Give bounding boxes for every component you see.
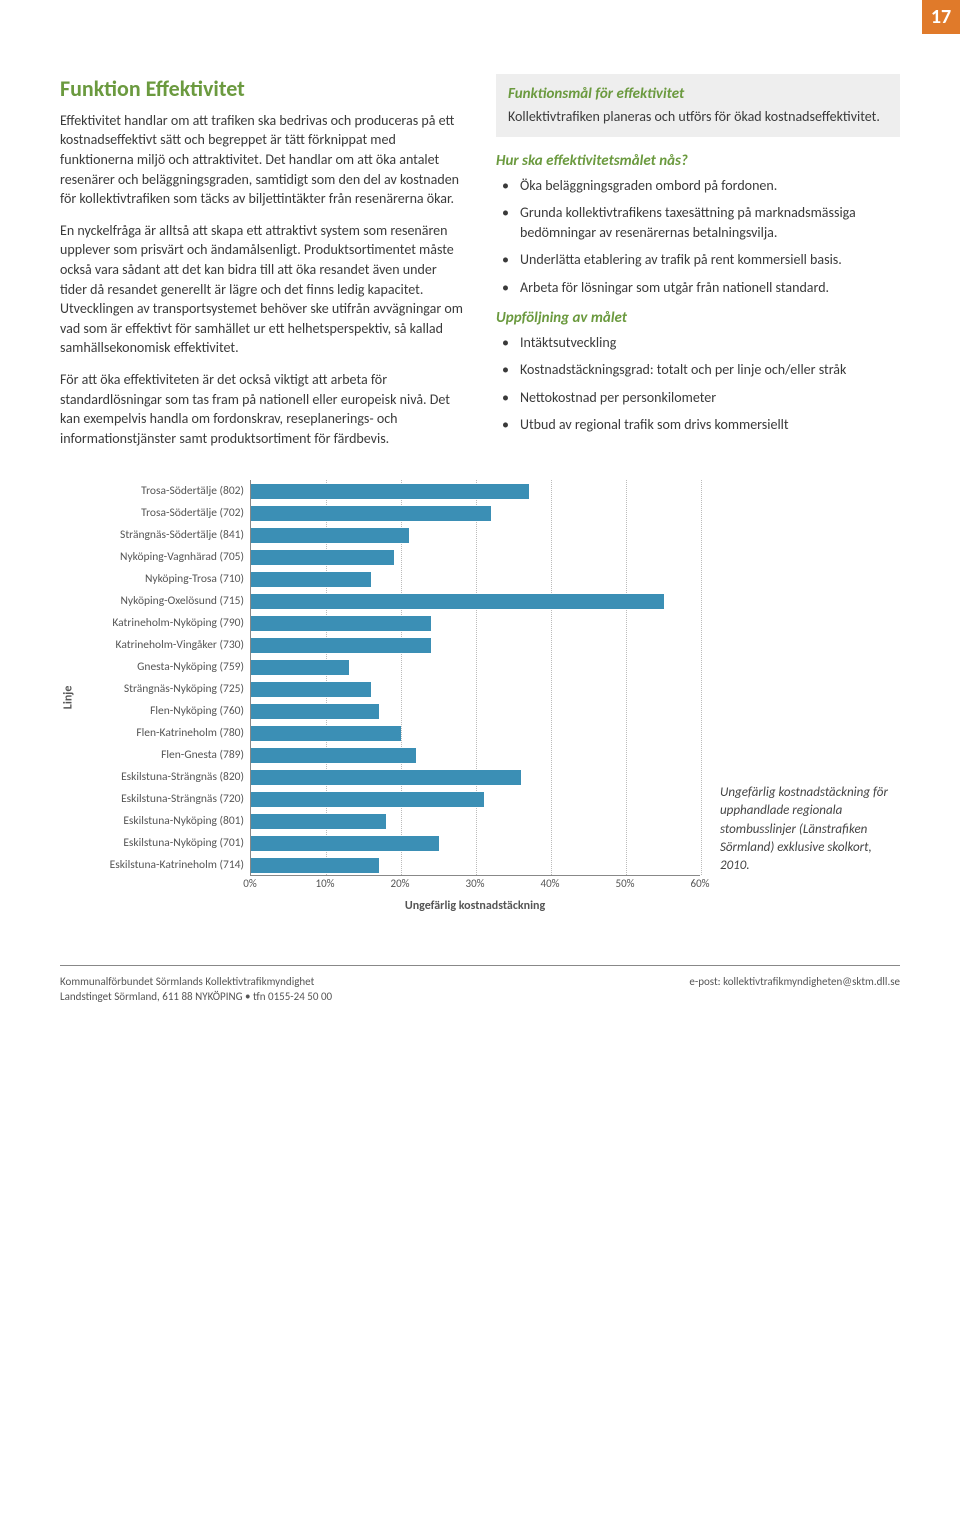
chart: Linje Trosa-Södertälje (802)Trosa-Södert… <box>60 480 700 915</box>
category-label: Eskilstuna-Nyköping (701) <box>78 832 250 854</box>
category-label: Strängnäs-Nyköping (725) <box>78 678 250 700</box>
x-tick-label: 50% <box>615 876 634 891</box>
category-label: Eskilstuna-Strängnäs (820) <box>78 766 250 788</box>
list-item: Utbud av regional trafik som drivs komme… <box>496 415 900 435</box>
list-item: Öka beläggningsgraden ombord på fordonen… <box>496 176 900 196</box>
footer-right: e-post: kollektivtrafikmyndigheten@sktm.… <box>689 974 900 1005</box>
bar <box>251 638 431 653</box>
right-column: Funktionsmål för effektivitet Kollektivt… <box>496 74 900 460</box>
bar <box>251 726 401 741</box>
category-label: Katrineholm-Nyköping (790) <box>78 612 250 634</box>
chart-block: Linje Trosa-Södertälje (802)Trosa-Södert… <box>60 480 900 915</box>
page-number: 17 <box>922 0 960 34</box>
body-paragraph: Effektivitet handlar om att trafiken ska… <box>60 111 464 209</box>
list-item: Intäktsutveckling <box>496 333 900 353</box>
category-label: Nyköping-Trosa (710) <box>78 568 250 590</box>
y-axis-label: Linje <box>61 686 78 710</box>
list-item: Arbeta för lösningar som utgår från nati… <box>496 278 900 298</box>
page-footer: Kommunalförbundet Sörmlands Kollektivtra… <box>60 965 900 1035</box>
how-title: Hur ska effektivitetsmålet nås? <box>496 151 900 172</box>
bar <box>251 814 386 829</box>
category-label: Eskilstuna-Nyköping (801) <box>78 810 250 832</box>
category-label: Flen-Gnesta (789) <box>78 744 250 766</box>
list-item: Kostnadstäckningsgrad: totalt och per li… <box>496 360 900 380</box>
bar <box>251 682 371 697</box>
bar <box>251 858 379 873</box>
category-label: Nyköping-Vagnhärad (705) <box>78 546 250 568</box>
category-label: Flen-Nyköping (760) <box>78 700 250 722</box>
footer-left-line: Kommunalförbundet Sörmlands Kollektivtra… <box>60 974 332 989</box>
x-tick-label: 60% <box>690 876 709 891</box>
body-paragraph: En nyckelfråga är alltså att skapa ett a… <box>60 221 464 358</box>
follow-title: Uppföljning av målet <box>496 308 900 329</box>
category-labels: Trosa-Södertälje (802)Trosa-Södertälje (… <box>78 480 250 915</box>
body-paragraph: För att öka effektiviteten är det också … <box>60 370 464 448</box>
bar <box>251 550 394 565</box>
category-label: Gnesta-Nyköping (759) <box>78 656 250 678</box>
category-label: Katrineholm-Vingåker (730) <box>78 634 250 656</box>
bar <box>251 506 491 521</box>
how-list: Öka beläggningsgraden ombord på fordonen… <box>496 176 900 298</box>
section-title: Funktion Effektivitet <box>60 74 464 105</box>
bar <box>251 770 521 785</box>
x-ticks: 0%10%20%30%40%50%60% <box>250 876 700 894</box>
bar <box>251 792 484 807</box>
category-label: Eskilstuna-Katrineholm (714) <box>78 854 250 876</box>
list-item: Nettokostnad per personkilometer <box>496 388 900 408</box>
bar <box>251 484 529 499</box>
category-label: Trosa-Södertälje (702) <box>78 502 250 524</box>
bar <box>251 660 349 675</box>
x-tick-label: 30% <box>465 876 484 891</box>
bar <box>251 572 371 587</box>
category-label: Nyköping-Oxelösund (715) <box>78 590 250 612</box>
x-tick-label: 0% <box>243 876 256 891</box>
goal-text: Kollektivtrafiken planeras och utförs fö… <box>508 107 888 127</box>
y-axis-label-col: Linje <box>60 480 78 915</box>
plot-area: 0%10%20%30%40%50%60% Ungefärlig kostnads… <box>250 480 700 915</box>
chart-caption-text: Ungefärlig kostnadstäckning för upphandl… <box>720 784 900 875</box>
follow-list: Intäktsutveckling Kostnadstäckningsgrad:… <box>496 333 900 435</box>
category-label: Flen-Katrineholm (780) <box>78 722 250 744</box>
footer-left-line: Landstinget Sörmland, 611 88 NYKÖPING • … <box>60 989 332 1004</box>
x-axis-label: Ungefärlig kostnadstäckning <box>250 898 700 915</box>
list-item: Underlätta etablering av trafik på rent … <box>496 250 900 270</box>
bar <box>251 528 409 543</box>
bar <box>251 594 664 609</box>
category-label: Trosa-Södertälje (802) <box>78 480 250 502</box>
bar <box>251 704 379 719</box>
category-label: Strängnäs-Södertälje (841) <box>78 524 250 546</box>
x-tick-label: 20% <box>390 876 409 891</box>
left-column: Funktion Effektivitet Effektivitet handl… <box>60 74 464 460</box>
goal-block: Funktionsmål för effektivitet Kollektivt… <box>496 74 900 137</box>
x-tick-label: 10% <box>315 876 334 891</box>
bar <box>251 616 431 631</box>
page-content: Funktion Effektivitet Effektivitet handl… <box>0 34 960 935</box>
list-item: Grunda kollektivtrafikens taxesättning p… <box>496 203 900 242</box>
footer-left: Kommunalförbundet Sörmlands Kollektivtra… <box>60 974 332 1005</box>
chart-caption: Ungefärlig kostnadstäckning för upphandl… <box>700 480 900 915</box>
goal-title: Funktionsmål för effektivitet <box>508 84 888 105</box>
bar <box>251 748 416 763</box>
bar <box>251 836 439 851</box>
page-number-bar: 17 <box>0 0 960 34</box>
x-tick-label: 40% <box>540 876 559 891</box>
category-label: Eskilstuna-Strängnäs (720) <box>78 788 250 810</box>
